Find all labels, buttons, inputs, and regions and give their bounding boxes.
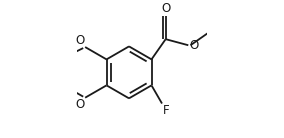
Text: O: O: [189, 39, 198, 52]
Text: O: O: [75, 34, 85, 47]
Text: F: F: [163, 104, 169, 117]
Text: O: O: [75, 98, 85, 111]
Text: O: O: [161, 2, 170, 15]
